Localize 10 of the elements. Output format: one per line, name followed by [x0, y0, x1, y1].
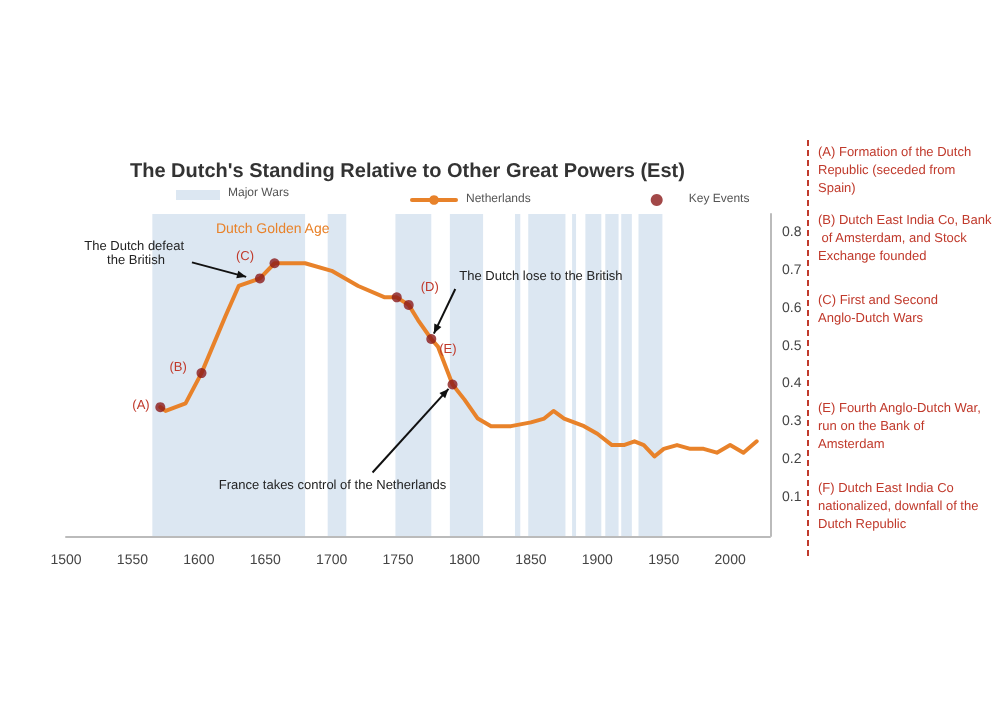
point — [403, 299, 414, 310]
point — [155, 402, 166, 413]
point — [426, 334, 437, 345]
point — [196, 368, 207, 379]
line-series — [158, 261, 759, 459]
point — [254, 273, 265, 284]
point — [447, 379, 458, 390]
chart-title: The Dutch's Standing Relative to Other Great Powers (Est) — [130, 161, 685, 183]
point — [391, 292, 402, 303]
point — [269, 258, 280, 269]
